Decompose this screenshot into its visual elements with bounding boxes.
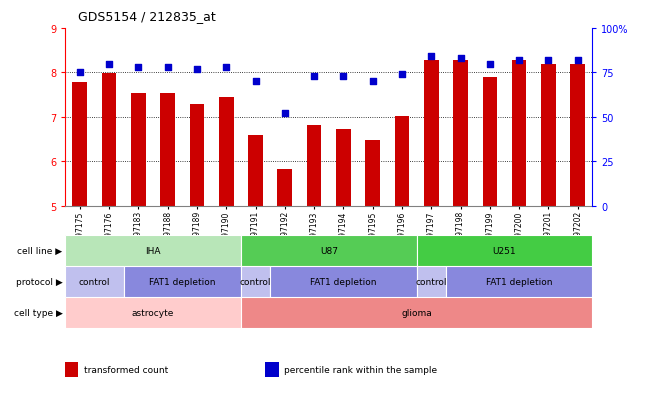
Point	[221, 65, 232, 71]
Bar	[336, 130, 351, 206]
Point	[426, 54, 436, 61]
Bar	[72, 83, 87, 206]
Text: control: control	[240, 278, 271, 286]
Bar	[65, 266, 124, 297]
Bar	[241, 235, 417, 266]
Text: cell line ▶: cell line ▶	[18, 247, 62, 255]
Bar	[417, 235, 592, 266]
Text: protocol ▶: protocol ▶	[16, 278, 62, 286]
Text: U251: U251	[493, 247, 516, 255]
Text: glioma: glioma	[401, 309, 432, 317]
Bar	[417, 266, 446, 297]
Point	[280, 111, 290, 117]
Text: FAT1 depletion: FAT1 depletion	[486, 278, 553, 286]
Point	[396, 72, 408, 78]
Bar	[270, 266, 417, 297]
Bar	[131, 93, 146, 206]
Bar	[424, 61, 439, 206]
Bar	[446, 266, 592, 297]
Text: astrocyte: astrocyte	[132, 309, 174, 317]
Bar	[160, 93, 175, 206]
Point	[163, 65, 173, 71]
Point	[309, 74, 319, 80]
Point	[367, 79, 378, 85]
Bar	[307, 126, 322, 206]
Text: IHA: IHA	[145, 247, 161, 255]
Bar	[241, 297, 592, 328]
Text: percentile rank within the sample: percentile rank within the sample	[284, 366, 437, 375]
Bar	[395, 117, 409, 206]
Bar	[512, 61, 527, 206]
Text: FAT1 depletion: FAT1 depletion	[149, 278, 215, 286]
Bar	[266, 363, 279, 377]
Bar	[277, 170, 292, 206]
Point	[339, 74, 349, 80]
Point	[484, 61, 495, 68]
Text: GDS5154 / 212835_at: GDS5154 / 212835_at	[78, 10, 216, 23]
Text: transformed count: transformed count	[83, 366, 168, 375]
Point	[104, 61, 115, 68]
Point	[191, 66, 202, 73]
Bar	[65, 235, 241, 266]
Text: control: control	[415, 278, 447, 286]
Point	[543, 57, 553, 64]
Point	[74, 70, 85, 76]
Point	[250, 79, 260, 85]
Point	[455, 56, 465, 62]
Bar	[570, 65, 585, 206]
Bar	[65, 363, 78, 377]
Bar	[124, 266, 241, 297]
Bar	[102, 74, 117, 206]
Point	[572, 57, 583, 64]
Bar	[189, 104, 204, 206]
Bar	[219, 98, 234, 206]
Bar	[482, 78, 497, 206]
Bar	[365, 141, 380, 206]
Point	[133, 65, 143, 71]
Text: control: control	[79, 278, 110, 286]
Text: cell type ▶: cell type ▶	[14, 309, 62, 317]
Bar	[241, 266, 270, 297]
Text: FAT1 depletion: FAT1 depletion	[310, 278, 377, 286]
Bar	[248, 135, 263, 206]
Bar	[541, 65, 556, 206]
Point	[514, 57, 524, 64]
Bar	[65, 297, 241, 328]
Bar	[453, 61, 468, 206]
Text: U87: U87	[320, 247, 338, 255]
